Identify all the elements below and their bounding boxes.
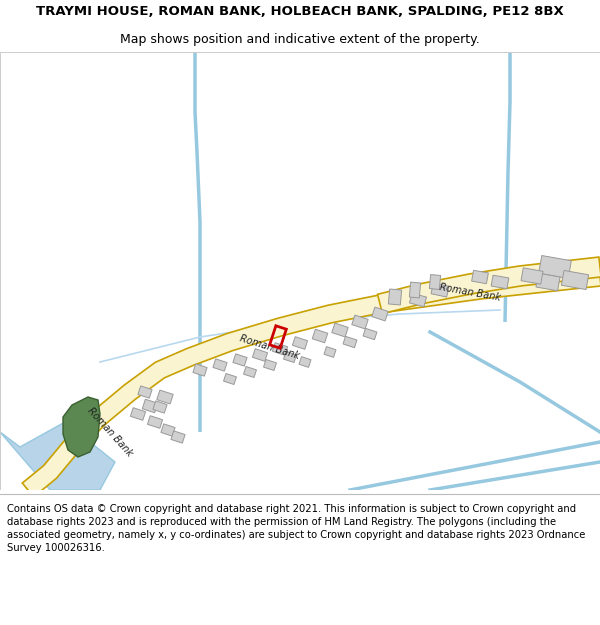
Text: Roman Bank: Roman Bank xyxy=(239,333,301,361)
Bar xyxy=(430,274,440,289)
Bar xyxy=(224,374,236,384)
Bar xyxy=(343,336,357,348)
Text: Contains OS data © Crown copyright and database right 2021. This information is : Contains OS data © Crown copyright and d… xyxy=(7,504,586,553)
Bar xyxy=(213,359,227,371)
Text: Roman Bank: Roman Bank xyxy=(86,406,134,458)
Bar xyxy=(253,349,268,361)
Bar xyxy=(562,271,589,289)
Bar xyxy=(491,275,509,289)
Text: TRAYMI HOUSE, ROMAN BANK, HOLBEACH BANK, SPALDING, PE12 8BX: TRAYMI HOUSE, ROMAN BANK, HOLBEACH BANK,… xyxy=(36,5,564,18)
Bar xyxy=(312,329,328,342)
Bar xyxy=(244,366,256,378)
Bar xyxy=(157,390,173,404)
Bar xyxy=(352,315,368,329)
Bar xyxy=(161,424,175,436)
Bar xyxy=(233,354,247,366)
Bar xyxy=(263,359,277,371)
Bar xyxy=(148,416,163,428)
Bar xyxy=(521,268,543,284)
Polygon shape xyxy=(22,268,600,497)
Bar xyxy=(138,386,152,398)
Bar xyxy=(472,270,488,284)
Bar xyxy=(409,293,427,307)
Bar xyxy=(269,326,286,348)
Bar xyxy=(171,431,185,443)
Bar xyxy=(130,408,146,420)
Bar xyxy=(539,256,571,279)
Bar xyxy=(272,342,287,355)
Bar xyxy=(292,337,308,349)
Bar xyxy=(431,283,449,297)
Polygon shape xyxy=(63,397,100,457)
Bar xyxy=(363,328,377,339)
Bar xyxy=(142,399,158,412)
Text: Map shows position and indicative extent of the property.: Map shows position and indicative extent… xyxy=(120,32,480,46)
Bar xyxy=(409,282,421,298)
Bar xyxy=(332,323,348,337)
Polygon shape xyxy=(377,257,600,314)
Polygon shape xyxy=(0,422,115,490)
Bar xyxy=(324,347,336,358)
Bar xyxy=(372,307,388,321)
Text: Roman Bank: Roman Bank xyxy=(439,282,502,302)
Bar xyxy=(388,289,401,305)
Bar xyxy=(153,401,167,413)
Bar xyxy=(284,351,296,362)
Bar xyxy=(299,357,311,367)
Bar xyxy=(536,273,560,291)
Bar xyxy=(193,364,207,376)
